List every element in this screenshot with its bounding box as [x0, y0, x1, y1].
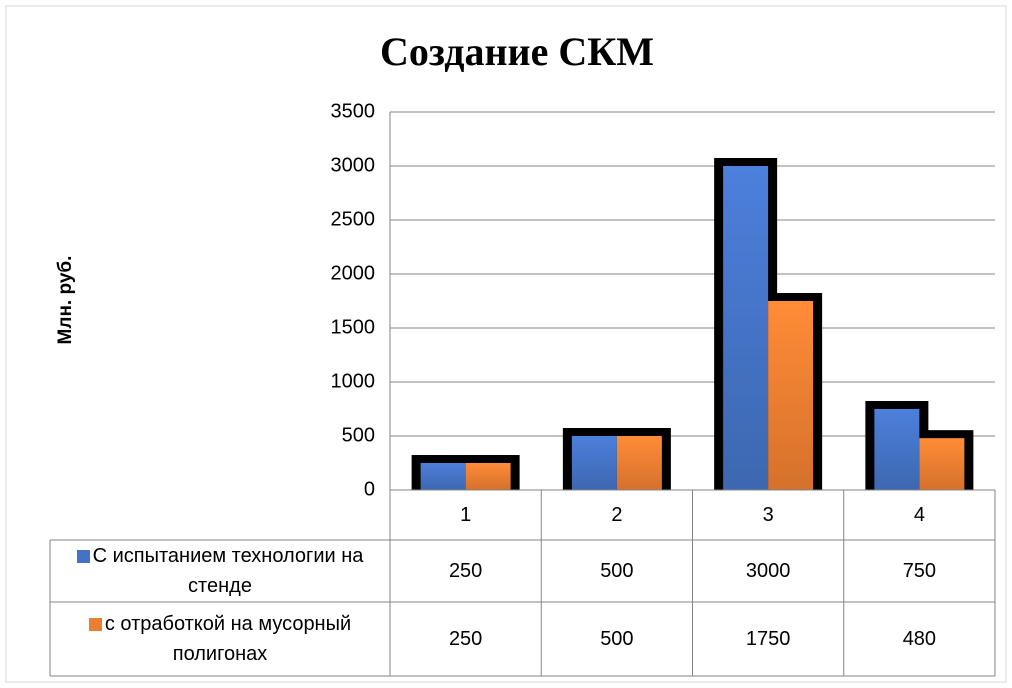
legend-entry-text: с отработкой на мусорный полигонах — [104, 613, 352, 665]
table-value: 250 — [390, 540, 541, 602]
bar — [768, 301, 814, 490]
table-value-text: 250 — [448, 560, 483, 582]
y-tick-label: 0 — [364, 478, 375, 500]
y-tick-label: 500 — [342, 424, 375, 446]
table-value-text: 500 — [600, 628, 634, 650]
x-tick-label: 1 — [390, 490, 541, 540]
table-value-text: 480 — [902, 628, 937, 650]
x-tick-label-text: 2 — [611, 504, 623, 526]
table-value: 250 — [390, 602, 541, 676]
y-tick-label: 3000 — [331, 154, 376, 176]
legend-entry: С испытанием технологии на стенде — [54, 540, 386, 602]
legend-entry: с отработкой на мусорный полигонах — [54, 602, 386, 676]
x-tick-label-text: 4 — [913, 504, 925, 526]
legend-swatch — [88, 618, 102, 631]
legend-entry-text: С испытанием технологии на стенде — [92, 545, 364, 597]
bar — [616, 436, 662, 490]
y-tick-label: 2500 — [331, 208, 376, 230]
table-value: 1750 — [693, 602, 844, 676]
table-value-text: 250 — [448, 628, 483, 650]
x-tick-label-text: 1 — [460, 504, 472, 526]
table-value-text: 750 — [902, 560, 937, 582]
y-tick-label: 3500 — [331, 100, 376, 122]
legend-entry: С испытанием технологии на стенде — [54, 540, 386, 602]
table-value-text: 500 — [600, 560, 634, 582]
table-value-text: 3000 — [745, 560, 791, 582]
table-value: 250 — [390, 602, 541, 676]
bar — [723, 166, 769, 490]
bar — [919, 438, 965, 490]
x-tick-label: 1 — [390, 490, 541, 540]
chart-title: Создание СКМ — [380, 29, 654, 74]
table-value: 500 — [541, 540, 692, 602]
table-value: 1750 — [693, 602, 844, 676]
x-tick-label: 4 — [844, 490, 995, 540]
table-value: 480 — [844, 602, 995, 676]
bar — [571, 436, 617, 490]
x-tick-label: 4 — [844, 490, 995, 540]
bar — [465, 463, 511, 490]
table-value-text: 1750 — [745, 628, 791, 650]
table-value: 500 — [541, 602, 692, 676]
table-value: 3000 — [693, 540, 844, 602]
x-tick-label: 2 — [541, 490, 692, 540]
table-value: 3000 — [693, 540, 844, 602]
x-tick-label: 2 — [541, 490, 692, 540]
legend-swatch — [76, 550, 90, 563]
table-value: 500 — [541, 602, 692, 676]
table-value: 500 — [541, 540, 692, 602]
table-value: 250 — [390, 540, 541, 602]
y-tick-label: 1500 — [331, 316, 376, 338]
legend-entry: с отработкой на мусорный полигонах — [54, 602, 386, 676]
x-tick-label-text: 3 — [762, 504, 774, 526]
bar — [874, 409, 920, 490]
x-tick-label: 3 — [693, 490, 844, 540]
x-tick-label: 3 — [693, 490, 844, 540]
y-axis-label: Млн. руб. — [55, 256, 76, 345]
table-value: 750 — [844, 540, 995, 602]
chart-border — [5, 5, 1007, 683]
y-tick-label: 1000 — [331, 370, 376, 392]
bar — [420, 463, 466, 490]
table-value: 480 — [844, 602, 995, 676]
table-value: 750 — [844, 540, 995, 602]
y-tick-label: 2000 — [331, 262, 376, 284]
